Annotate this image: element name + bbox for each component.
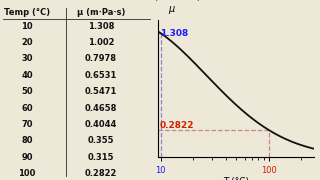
- Text: 1.002: 1.002: [88, 38, 114, 47]
- Text: 0.315: 0.315: [88, 153, 114, 162]
- Text: μ (m·Pa·s): μ (m·Pa·s): [76, 8, 125, 17]
- Text: 70: 70: [21, 120, 33, 129]
- X-axis label: T (°C): T (°C): [223, 177, 249, 180]
- Text: 0.5471: 0.5471: [84, 87, 117, 96]
- Text: 0.2822: 0.2822: [160, 121, 195, 130]
- Text: 100: 100: [19, 169, 36, 178]
- Text: 60: 60: [21, 104, 33, 113]
- Text: 0.355: 0.355: [88, 136, 114, 145]
- Text: 0.4044: 0.4044: [84, 120, 117, 129]
- Text: μ: μ: [168, 4, 174, 14]
- Text: 30: 30: [21, 54, 33, 63]
- Text: (Pa s x10⁻²): (Pa s x10⁻²): [155, 0, 200, 2]
- Text: 90: 90: [21, 153, 33, 162]
- Text: 10: 10: [21, 22, 33, 31]
- Text: 0.2822: 0.2822: [84, 169, 117, 178]
- Text: 1.308: 1.308: [160, 29, 188, 38]
- Text: 0.7978: 0.7978: [85, 54, 117, 63]
- Text: 0.6531: 0.6531: [84, 71, 117, 80]
- Text: 80: 80: [21, 136, 33, 145]
- Text: 0.4658: 0.4658: [84, 104, 117, 113]
- Text: 50: 50: [21, 87, 33, 96]
- Text: Temp (°C): Temp (°C): [4, 8, 50, 17]
- Text: 40: 40: [21, 71, 33, 80]
- Text: 20: 20: [21, 38, 33, 47]
- Text: 1.308: 1.308: [88, 22, 114, 31]
